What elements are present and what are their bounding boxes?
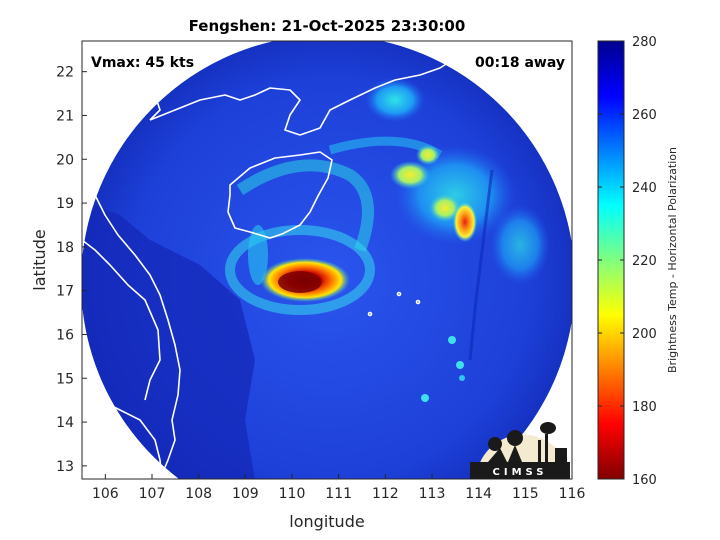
colorbar-ticks: 160 180 200 220 240 260 280 bbox=[598, 35, 657, 488]
colorbar-tick-label: 200 bbox=[632, 327, 657, 342]
logo-text: CIMSS bbox=[493, 467, 548, 478]
axes-frame bbox=[81, 40, 573, 480]
y-tick-label: 14 bbox=[56, 415, 74, 431]
colorbar-tick-label: 180 bbox=[632, 400, 657, 415]
x-tick-label: 115 bbox=[512, 486, 539, 502]
x-tick-label: 108 bbox=[185, 486, 212, 502]
time-away-annotation: 00:18 away bbox=[475, 55, 565, 71]
colorbar-tick-label: 280 bbox=[632, 35, 657, 50]
y-tick-label: 19 bbox=[56, 196, 74, 212]
y-axis-label: latitude bbox=[30, 229, 49, 290]
x-tick-label: 113 bbox=[419, 486, 446, 502]
x-tick-label: 106 bbox=[92, 486, 119, 502]
x-tick-label: 110 bbox=[279, 486, 306, 502]
colorbar-tick-label: 160 bbox=[632, 473, 657, 488]
y-tick-label: 16 bbox=[56, 327, 74, 343]
x-tick-label: 111 bbox=[325, 486, 352, 502]
colorbar-tick-label: 240 bbox=[632, 181, 657, 196]
colorbar-tick-label: 220 bbox=[632, 254, 657, 269]
x-tick-label: 112 bbox=[372, 486, 399, 502]
x-axis: 106 107 108 109 110 111 112 113 114 115 116 bbox=[92, 474, 585, 502]
cimss-logo: CIMSS bbox=[470, 422, 570, 479]
x-tick-label: 116 bbox=[559, 486, 586, 502]
colorbar-tick-label: 260 bbox=[632, 108, 657, 123]
vmax-annotation: Vmax: 45 kts bbox=[91, 55, 194, 71]
y-tick-label: 18 bbox=[56, 240, 74, 256]
x-tick-label: 107 bbox=[139, 486, 166, 502]
y-tick-label: 17 bbox=[56, 284, 74, 300]
coastlines bbox=[82, 41, 501, 479]
y-tick-label: 22 bbox=[56, 65, 74, 81]
y-tick-label: 20 bbox=[56, 152, 74, 168]
y-tick-label: 15 bbox=[56, 371, 74, 387]
chart-title: Fengshen: 21-Oct-2025 23:30:00 bbox=[189, 17, 466, 35]
colorbar bbox=[597, 40, 625, 480]
y-axis: 13 14 15 16 17 18 19 20 21 22 bbox=[56, 65, 87, 475]
x-tick-label: 114 bbox=[465, 486, 492, 502]
y-tick-label: 21 bbox=[56, 108, 74, 124]
x-axis-label: longitude bbox=[289, 512, 364, 531]
y-tick-label: 13 bbox=[56, 459, 74, 475]
x-tick-label: 109 bbox=[232, 486, 259, 502]
colorbar-label: Brightness Temp - Horizontal Polarizatio… bbox=[666, 147, 679, 373]
